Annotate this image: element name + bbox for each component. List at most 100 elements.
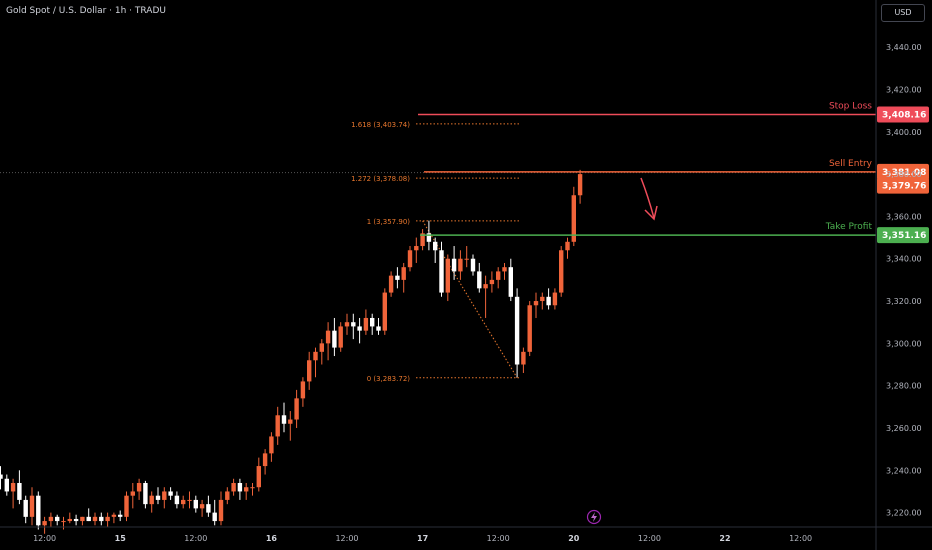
candle-body xyxy=(451,258,457,272)
candle-body xyxy=(407,250,413,268)
candle-body xyxy=(281,415,287,424)
current-price-label: 3,379.76 xyxy=(882,182,926,192)
x-tick-label: 22 xyxy=(719,534,730,543)
y-tick-label: 3,220.00 xyxy=(886,509,922,518)
candle-body xyxy=(73,518,79,522)
price-tag[interactable] xyxy=(877,106,929,123)
candle-body xyxy=(363,317,369,331)
candle-body xyxy=(332,330,337,348)
candle-body xyxy=(382,292,387,331)
candle-body xyxy=(193,499,198,509)
x-tick-label: 12:00 xyxy=(184,534,207,543)
arrow-head xyxy=(644,205,658,221)
candle-body xyxy=(401,267,406,280)
candle-body xyxy=(130,491,135,496)
x-tick-label: 12:00 xyxy=(33,534,56,543)
candle-body xyxy=(508,267,513,297)
candle-body xyxy=(23,499,28,517)
fib-level-label: 0 (3,283.72) xyxy=(367,375,411,383)
candle-body xyxy=(269,436,274,454)
price-tag[interactable] xyxy=(877,227,929,244)
candle-body xyxy=(143,482,148,505)
candle-body xyxy=(433,241,438,251)
candle-body xyxy=(357,326,362,331)
candle-body xyxy=(376,326,381,331)
y-tick-label: 3,240.00 xyxy=(886,466,922,475)
x-tick-label: 15 xyxy=(115,534,127,543)
candle-body xyxy=(149,495,154,505)
y-tick-label: 3,400.00 xyxy=(886,128,922,137)
candle-body xyxy=(559,250,564,293)
time-axis[interactable]: 12:00 15 12:00 16 12:00 17 12:00 20 12:00 22 12:00 xyxy=(0,509,932,544)
currency-button[interactable]: USD xyxy=(881,4,925,22)
candle-body xyxy=(351,322,356,327)
candle-body xyxy=(162,491,167,500)
candle-body xyxy=(439,250,444,293)
candle-body xyxy=(325,330,331,344)
price-axis[interactable]: 3,220.00 3,240.00 3,260.00 3,280.00 3,300.00… xyxy=(875,0,922,550)
candle-body xyxy=(124,495,129,517)
candle-body xyxy=(370,317,375,327)
candle-body xyxy=(307,360,312,382)
x-tick-label: 16 xyxy=(266,534,278,543)
candle-body xyxy=(426,233,432,242)
trade-level-name: Sell Entry xyxy=(829,159,873,169)
x-tick-label: 12:00 xyxy=(487,534,510,543)
y-tick-label: 3,260.00 xyxy=(886,424,922,433)
candle-body xyxy=(174,495,180,505)
candles-layer xyxy=(0,169,583,534)
candle-body xyxy=(17,482,22,500)
candle-body xyxy=(388,275,394,293)
candle-body xyxy=(86,516,91,522)
candle-body xyxy=(155,495,161,500)
y-tick-label: 3,300.00 xyxy=(886,339,922,348)
price-tag-label: 3,351.16 xyxy=(882,231,926,241)
arrow-shaft xyxy=(640,177,655,219)
y-tick-label: 3,380.00 xyxy=(886,170,922,179)
symbol-title: Gold Spot / U.S. Dollar · 1h · TRADU xyxy=(6,6,166,16)
candle-body xyxy=(338,326,343,348)
price-tag[interactable] xyxy=(877,163,929,180)
candle-body xyxy=(244,487,249,492)
candle-body xyxy=(577,174,583,196)
y-tick-label: 3,320.00 xyxy=(886,297,922,306)
y-tick-label: 3,280.00 xyxy=(886,382,922,391)
trade-level-name: Take Profit xyxy=(825,222,873,232)
candle-body xyxy=(313,351,318,361)
lightning-icon[interactable] xyxy=(586,509,602,525)
candle-body xyxy=(199,504,205,509)
candle-body xyxy=(502,267,507,272)
candle-body xyxy=(168,491,173,496)
current-price-tag[interactable] xyxy=(877,177,929,194)
candle-body xyxy=(514,296,520,365)
candle-body xyxy=(187,499,192,501)
x-tick-label: 12:00 xyxy=(638,534,661,543)
x-tick-label: 20 xyxy=(568,534,580,543)
lightning-icon-circle xyxy=(586,509,602,525)
candle-body xyxy=(288,419,293,424)
candle-body xyxy=(0,474,3,479)
candle-body xyxy=(420,233,425,247)
candle-body xyxy=(483,284,488,289)
candle-body xyxy=(4,478,9,492)
candle-body xyxy=(489,279,495,285)
candle-body xyxy=(445,258,450,293)
trade-level-name: Stop Loss xyxy=(829,102,872,112)
candle-body xyxy=(521,351,526,365)
candle-body xyxy=(262,453,268,467)
x-tick-label: 12:00 xyxy=(335,534,358,543)
fib-trend-line xyxy=(422,220,518,379)
x-tick-label: 17 xyxy=(417,534,428,543)
candle-body xyxy=(105,516,110,522)
candle-body xyxy=(275,415,280,437)
candle-body xyxy=(111,514,117,517)
candle-body xyxy=(67,518,72,522)
candle-body xyxy=(395,275,400,280)
candle-body xyxy=(464,258,469,260)
y-tick-label: 3,420.00 xyxy=(886,85,922,94)
candle-body xyxy=(533,301,539,306)
price-tag-label: 3,381.08 xyxy=(882,168,926,178)
candle-body xyxy=(294,398,299,420)
candle-body xyxy=(36,495,41,526)
